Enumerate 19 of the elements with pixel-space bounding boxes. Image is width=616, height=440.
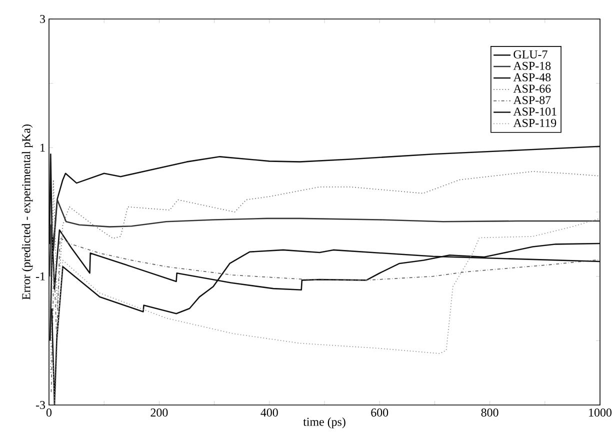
y-tick-label: -3 xyxy=(36,400,46,410)
y-tick-label: 1 xyxy=(40,144,45,152)
legend-label: ASP-101 xyxy=(513,108,556,116)
x-tick-label: 800 xyxy=(481,408,498,417)
legend-label: ASP-66 xyxy=(513,84,551,93)
x-tick-label: 0 xyxy=(46,408,52,417)
legend-label: GLU-7 xyxy=(514,50,548,58)
x-tick-label: 1000 xyxy=(589,408,612,417)
x-tick-label: 200 xyxy=(150,408,168,417)
legend-label: ASP-18 xyxy=(513,62,551,70)
y-tick-label: -1 xyxy=(36,272,45,280)
y-axis-title: Error (predicted - experimental pKa) xyxy=(22,124,33,300)
legend-label: ASP-87 xyxy=(513,96,551,104)
legend-label: ASP-48 xyxy=(513,73,551,82)
x-axis-title: time (ps) xyxy=(303,417,346,428)
x-tick-label: 400 xyxy=(260,408,278,417)
x-tick-label: 600 xyxy=(371,408,388,417)
legend-label: ASP-119 xyxy=(513,118,556,127)
y-tick-label: 3 xyxy=(40,14,46,24)
